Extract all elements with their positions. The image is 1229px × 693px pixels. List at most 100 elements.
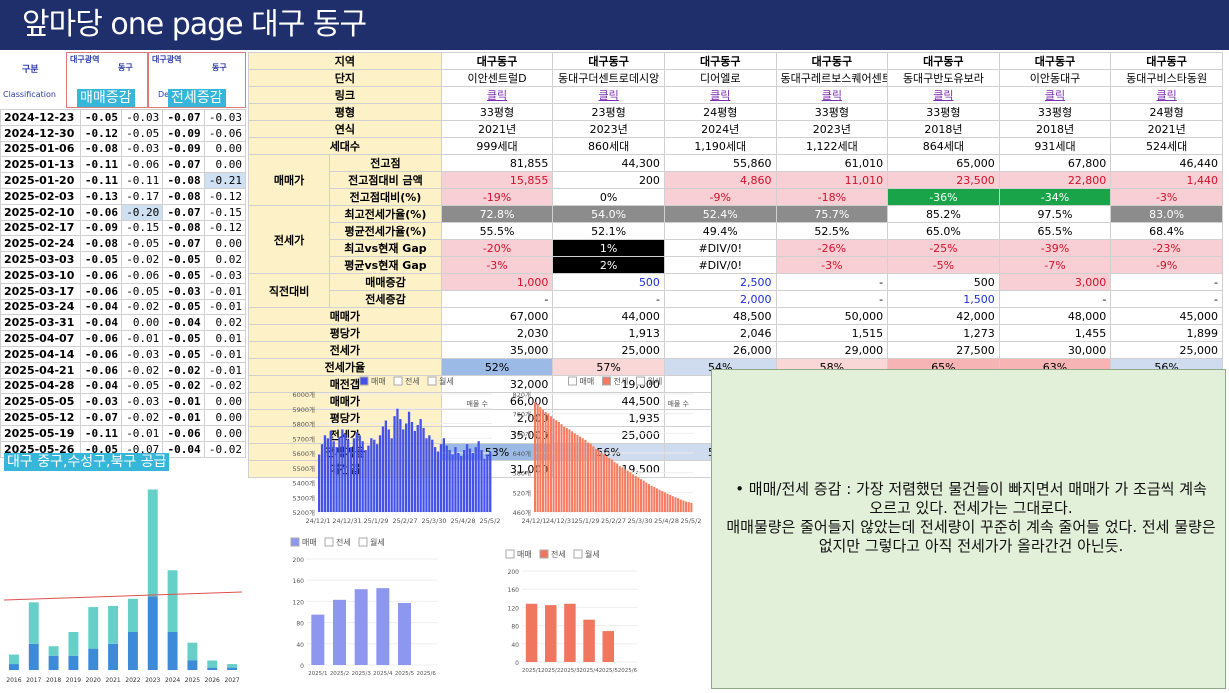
data-bar — [555, 420, 558, 512]
change-value: -0.06 — [120, 266, 164, 284]
legend-swatch[interactable] — [539, 549, 549, 559]
link-cell[interactable]: 클릭 — [887, 86, 1000, 104]
change-value: 0.02 — [203, 314, 247, 332]
change-value: -0.08 — [162, 219, 205, 237]
year-cell: 2021년 — [440, 120, 554, 138]
y-tick-label: 80 — [296, 621, 304, 628]
supply-title: 대구 중구,수성구,북구 공급 — [4, 453, 170, 471]
data-bar — [602, 454, 605, 512]
legend-swatch[interactable] — [602, 376, 611, 386]
week-date: 2025-05-19 — [0, 424, 81, 442]
memo-line: • 매매/전세 증감 : 가장 저렴했던 물건들이 빠지면서 매매가 가 조금씩… — [735, 480, 1207, 517]
row-label: 매매가 — [248, 392, 442, 410]
link-cell[interactable]: 클릭 — [552, 86, 665, 104]
legend-swatch[interactable] — [324, 537, 334, 547]
data-bar — [608, 457, 611, 512]
change-value: -0.15 — [120, 219, 164, 237]
table-row: 전고점대비(%) -19% 0% -9% -18% -36% -34% -3% — [249, 188, 1223, 206]
data-bar — [376, 588, 390, 665]
legend-swatch[interactable] — [359, 376, 369, 386]
value-cell: 25,000 — [552, 341, 665, 359]
value-cell: - — [552, 290, 665, 308]
value-cell: 2,030 — [440, 324, 554, 342]
change-value: -0.06 — [120, 156, 164, 174]
legend-swatch[interactable] — [290, 537, 300, 547]
legend-label[interactable]: 전세 — [551, 549, 566, 559]
value-cell: 29,000 — [775, 341, 889, 359]
supply-bar — [28, 643, 39, 670]
data-bar — [642, 480, 645, 512]
region-label: 동구 — [118, 63, 133, 72]
data-bar — [344, 433, 347, 512]
legend-swatch[interactable] — [358, 537, 368, 547]
data-bar — [416, 424, 419, 512]
value-cell: -36% — [887, 188, 1000, 206]
x-tick-label: 2019 — [66, 677, 81, 684]
value-cell: - — [775, 273, 889, 291]
change-value: -0.07 — [79, 409, 123, 426]
legend-swatch[interactable] — [636, 376, 645, 386]
value-cell: 85.2% — [887, 205, 1000, 223]
value-cell: -5% — [887, 256, 1000, 274]
data-bar — [367, 445, 370, 512]
data-bar — [557, 421, 560, 512]
change-value: -0.04 — [162, 314, 205, 332]
supply-bar — [8, 664, 19, 670]
value-cell: 1,500 — [887, 290, 1000, 308]
data-bar — [571, 431, 574, 512]
legend-swatch[interactable] — [393, 376, 403, 386]
data-bar — [534, 402, 537, 512]
size-cell: 33평형 — [440, 103, 554, 121]
supply-bar — [167, 632, 178, 670]
row-label: 전고점대비(%) — [329, 188, 442, 206]
data-bar — [347, 439, 350, 512]
x-tick-label: 2021 — [105, 677, 120, 684]
change-value: 0.01 — [203, 330, 247, 347]
value-cell: 44,500 — [552, 392, 665, 410]
link-cell[interactable]: 클릭 — [663, 86, 777, 104]
link-cell[interactable]: 클릭 — [1110, 86, 1223, 104]
legend-label[interactable]: 월세 — [370, 537, 385, 547]
table-row: 2024-12-30 -0.12 -0.05 -0.09 -0.06 — [0, 124, 247, 142]
legend-swatch[interactable] — [568, 376, 577, 386]
value-cell: 48,500 — [663, 307, 777, 325]
link-cell[interactable]: 클릭 — [775, 86, 889, 104]
week-date: 2025-03-10 — [0, 266, 81, 284]
legend-label[interactable]: 전세 — [405, 376, 420, 386]
legend-label[interactable]: 월세 — [648, 376, 663, 386]
legend-swatch[interactable] — [505, 549, 515, 559]
link-cell[interactable]: 클릭 — [998, 86, 1112, 104]
legend-label[interactable]: 매매 — [580, 377, 595, 386]
value-cell: 0% — [552, 188, 665, 206]
change-value: -0.01 — [203, 298, 247, 316]
data-bar — [583, 619, 595, 662]
legend-label[interactable]: 전세 — [336, 537, 351, 547]
legend-label[interactable]: 매매 — [517, 550, 532, 559]
legend-swatch[interactable] — [573, 549, 583, 559]
y-tick-label: 5200개 — [292, 508, 315, 517]
data-bar — [373, 439, 376, 512]
row-label: 지역 — [248, 52, 442, 70]
legend-label[interactable]: 전세 — [614, 376, 629, 386]
y-tick-label: 6000개 — [292, 390, 315, 399]
value-cell: - — [1110, 273, 1223, 291]
complex-name: 동대구더센트로데시앙 — [552, 69, 665, 87]
link-cell[interactable]: 클릭 — [440, 86, 554, 104]
change-value: -0.04 — [79, 298, 123, 316]
legend-label[interactable]: 매매 — [371, 377, 386, 386]
legend-label[interactable]: 월세 — [439, 376, 454, 386]
value-cell: -25% — [887, 239, 1000, 257]
change-value: -0.05 — [79, 251, 123, 268]
row-label: 세대수 — [248, 137, 442, 155]
supply-bar — [127, 632, 138, 670]
legend-swatch[interactable] — [427, 376, 437, 386]
supply-bar — [68, 632, 79, 656]
legend-label[interactable]: 월세 — [585, 549, 600, 559]
legend-label[interactable]: 매매 — [302, 538, 317, 547]
group-label: 매매가 — [247, 154, 331, 206]
row-label: 평균전세가율(%) — [329, 222, 442, 240]
data-bar — [671, 496, 674, 512]
region-cell: 대구동구 — [887, 52, 1000, 70]
